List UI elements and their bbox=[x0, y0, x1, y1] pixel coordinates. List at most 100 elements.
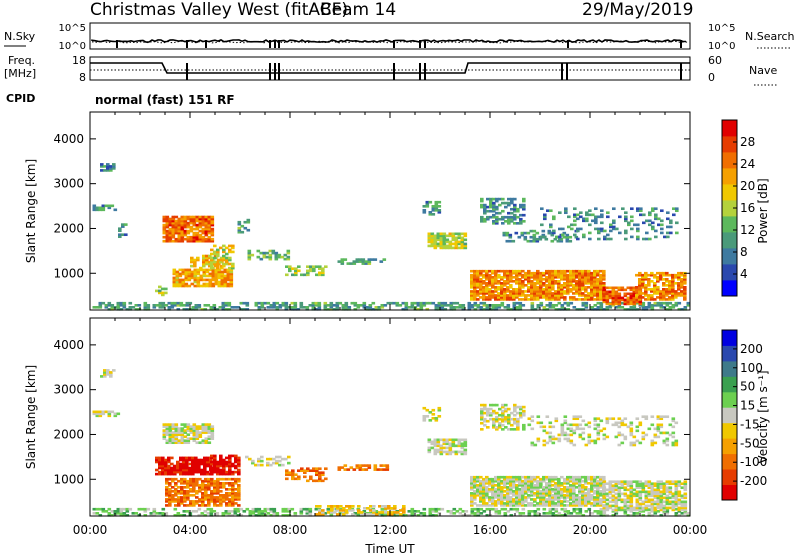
scatter-cell bbox=[575, 496, 579, 499]
scatter-cell bbox=[506, 494, 510, 497]
scatter-cell bbox=[485, 278, 489, 281]
scatter-cell bbox=[530, 306, 535, 309]
scatter-cell bbox=[656, 304, 661, 307]
scatter-cell bbox=[641, 286, 645, 289]
scatter-cell bbox=[180, 500, 184, 503]
scatter-cell bbox=[671, 480, 676, 484]
scatter-cell bbox=[201, 237, 206, 241]
scatter-cell bbox=[165, 441, 170, 445]
scatter-cell bbox=[167, 466, 171, 470]
scatter-cell bbox=[584, 443, 589, 447]
scatter-cell bbox=[501, 423, 505, 427]
scatter-cell bbox=[360, 511, 364, 514]
scatter-cell bbox=[228, 482, 232, 485]
scatter-cell bbox=[434, 209, 439, 212]
scatter-cell bbox=[437, 200, 442, 204]
scatter-cell bbox=[587, 425, 592, 429]
scatter-cell bbox=[503, 290, 507, 293]
scatter-cell bbox=[201, 427, 206, 430]
scatter-cell bbox=[599, 288, 603, 291]
scatter-cell bbox=[557, 498, 561, 501]
scatter-cell bbox=[103, 375, 107, 378]
scatter-cell bbox=[560, 425, 565, 429]
scatter-cell bbox=[223, 276, 228, 280]
scatter-cell bbox=[200, 462, 204, 466]
scatter-cell bbox=[336, 505, 340, 508]
scatter-cell bbox=[527, 512, 532, 515]
scatter-cell bbox=[638, 504, 643, 508]
nave-tick-bottom: 0 bbox=[708, 71, 715, 84]
scatter-cell bbox=[198, 223, 203, 227]
scatter-cell bbox=[626, 308, 631, 311]
scatter-cell bbox=[208, 280, 213, 284]
scatter-cell bbox=[506, 500, 510, 503]
scatter-cell bbox=[202, 270, 207, 274]
scatter-cell bbox=[548, 304, 553, 307]
scatter-cell bbox=[566, 437, 571, 441]
scatter-cell bbox=[207, 484, 211, 487]
scatter-cell bbox=[494, 269, 498, 273]
scatter-cell bbox=[172, 276, 177, 280]
scatter-cell bbox=[213, 484, 217, 487]
scatter-cell bbox=[234, 496, 238, 499]
scatter-cell bbox=[380, 304, 385, 307]
scatter-cell bbox=[315, 471, 319, 475]
scatter-cell bbox=[283, 257, 288, 261]
scatter-cell bbox=[225, 260, 229, 264]
scatter-cell bbox=[623, 480, 628, 484]
scatter-cell bbox=[454, 232, 459, 236]
scatter-cell bbox=[174, 231, 179, 235]
scatter-cell bbox=[503, 292, 507, 295]
scatter-cell bbox=[463, 232, 468, 236]
scatter-cell bbox=[600, 227, 604, 231]
scatter-cell bbox=[210, 223, 215, 227]
scatter-cell bbox=[177, 441, 182, 445]
scatter-cell bbox=[95, 410, 100, 414]
scatter-cell bbox=[635, 514, 640, 517]
scatter-cell bbox=[548, 479, 552, 483]
scatter-cell bbox=[579, 215, 583, 219]
scatter-cell bbox=[569, 284, 573, 287]
scatter-cell bbox=[527, 273, 531, 277]
scatter-cell bbox=[451, 438, 456, 442]
scatter-cell bbox=[312, 265, 316, 269]
scatter-cell bbox=[137, 304, 142, 307]
scatter-cell bbox=[174, 423, 179, 426]
scatter-cell bbox=[620, 298, 625, 302]
scatter-cell bbox=[533, 494, 537, 497]
scatter-cell bbox=[620, 506, 625, 510]
scatter-cell bbox=[683, 502, 688, 506]
scatter-cell bbox=[272, 301, 277, 305]
scatter-cell bbox=[448, 244, 453, 248]
scatter-cell bbox=[220, 264, 224, 268]
scatter-cell bbox=[584, 475, 588, 479]
scatter-cell bbox=[617, 488, 622, 492]
scatter-cell bbox=[609, 225, 613, 229]
scatter-cell bbox=[185, 510, 190, 513]
scatter-cell bbox=[192, 433, 197, 437]
scatter-cell bbox=[165, 498, 169, 501]
scatter-cell bbox=[542, 477, 546, 481]
scatter-cell bbox=[557, 433, 562, 437]
scatter-cell bbox=[220, 276, 225, 280]
scatter-cell bbox=[381, 511, 385, 514]
scatter-cell bbox=[572, 296, 576, 299]
scatter-cell bbox=[168, 223, 173, 227]
scatter-cell bbox=[260, 301, 265, 305]
scatter-cell bbox=[593, 482, 597, 485]
scatter-cell bbox=[565, 237, 570, 241]
scatter-cell bbox=[225, 502, 229, 505]
scatter-cell bbox=[272, 514, 277, 517]
scatter-cell bbox=[210, 256, 214, 260]
scatter-cell bbox=[482, 290, 486, 293]
scatter-cell bbox=[599, 306, 604, 309]
scatter-cell bbox=[195, 500, 199, 503]
scatter-cell bbox=[596, 496, 600, 499]
scatter-cell bbox=[569, 271, 573, 275]
scatter-cell bbox=[560, 496, 564, 499]
scatter-cell bbox=[492, 209, 496, 213]
scatter-cell bbox=[194, 460, 198, 464]
scatter-cell bbox=[617, 292, 622, 296]
scatter-cell bbox=[205, 262, 209, 266]
scatter-cell bbox=[327, 511, 331, 514]
